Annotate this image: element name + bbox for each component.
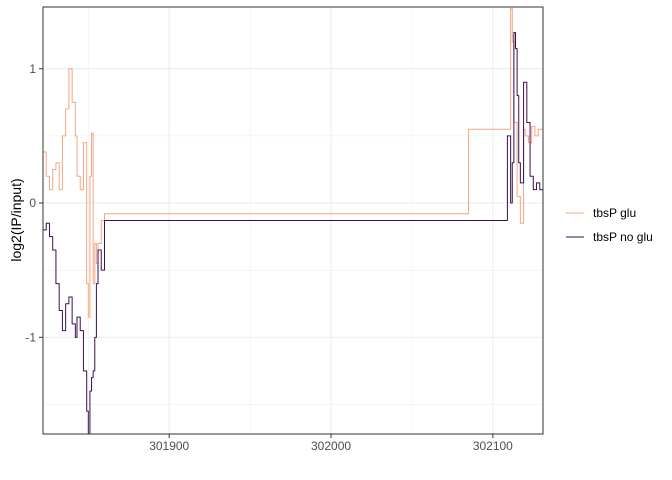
y-tick-label: -1 [25,330,36,344]
series-line-tbsp-no-glu [43,32,544,435]
legend-label-tbsp-no-glu: tbsP no glu [593,230,653,244]
y-tick-label: 0 [29,196,36,210]
legend: tbsP glu tbsP no glu [566,206,653,244]
series-layer [43,7,544,435]
x-tick-label: 302100 [473,439,513,453]
plot-panel-border [42,6,544,435]
legend-label-tbsp-glu: tbsP glu [593,206,636,220]
x-axis: 301900 302000 302100 [149,434,513,453]
x-tick-label: 301900 [149,439,189,453]
y-axis-label: log2(IP/input) [8,178,24,261]
y-tick-label: 1 [29,62,36,76]
y-axis: -1 0 1 [25,62,43,344]
grid-major [43,7,543,434]
x-tick-label: 302000 [311,439,351,453]
